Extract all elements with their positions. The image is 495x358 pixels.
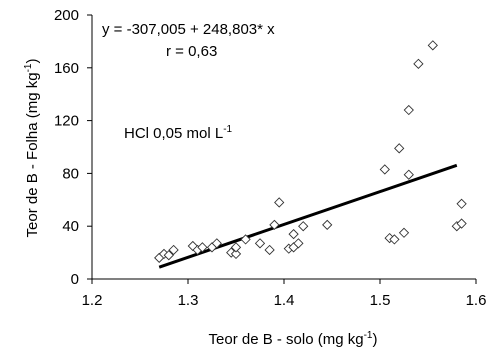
x-tick-label: 1.2 <box>82 292 103 309</box>
data-point <box>403 169 414 180</box>
data-point <box>230 248 242 260</box>
trend-line <box>158 163 458 269</box>
treatment-annotation: HCl 0,05 mol L-1 <box>124 124 233 142</box>
data-point <box>254 238 266 249</box>
x-tick-label: 1.4 <box>274 292 295 309</box>
data-point <box>240 234 251 245</box>
data-point <box>211 238 222 249</box>
x-axis-title: Teor de B - solo (mg kg-1) <box>209 330 378 348</box>
data-point <box>322 219 333 231</box>
data-point <box>456 218 467 229</box>
data-point <box>264 244 275 256</box>
x-axis-title-end: ) <box>372 331 377 348</box>
data-point <box>413 58 424 69</box>
x-tick-label: 1.5 <box>370 292 391 309</box>
y-tick-label: 120 <box>54 113 79 130</box>
data-point <box>197 242 208 253</box>
data-point <box>269 219 280 231</box>
data-point <box>274 197 285 208</box>
data-point <box>298 221 309 232</box>
y-tick-label: 160 <box>54 60 79 77</box>
data-point <box>398 227 410 238</box>
data-point <box>394 143 405 154</box>
y-tick-label: 200 <box>54 7 79 24</box>
y-axis-title: Teor de B - Folha (mg kg-1) <box>23 59 41 238</box>
y-axis-title-end: ) <box>24 59 41 64</box>
y-tick-label: 80 <box>62 165 79 182</box>
x-tick-label: 1.6 <box>466 292 487 309</box>
data-point <box>456 198 467 209</box>
treatment-text: HCl 0,05 mol L <box>124 125 223 142</box>
data-point <box>293 238 304 249</box>
data-point <box>389 234 400 245</box>
data-point <box>230 242 242 253</box>
y-axis-title-sup: -1 <box>23 63 34 72</box>
equation-annotation: y = -307,005 + 248,803* x <box>102 21 275 38</box>
data-point <box>427 40 438 51</box>
data-point <box>168 244 179 256</box>
r-annotation: r = 0,63 <box>166 43 217 60</box>
x-axis-title-text: Teor de B - solo (mg kg <box>209 331 364 348</box>
treatment-sup: -1 <box>223 124 232 135</box>
data-point <box>288 228 299 240</box>
data-point <box>403 104 414 116</box>
data-point <box>379 164 390 175</box>
y-axis-title-text: Teor de B - Folha (mg kg <box>24 72 41 237</box>
y-tick-label: 40 <box>62 218 79 235</box>
x-axis-title-sup: -1 <box>364 330 373 341</box>
x-tick-label: 1.3 <box>178 292 199 309</box>
data-point <box>163 250 174 261</box>
y-tick-label: 0 <box>71 271 79 288</box>
